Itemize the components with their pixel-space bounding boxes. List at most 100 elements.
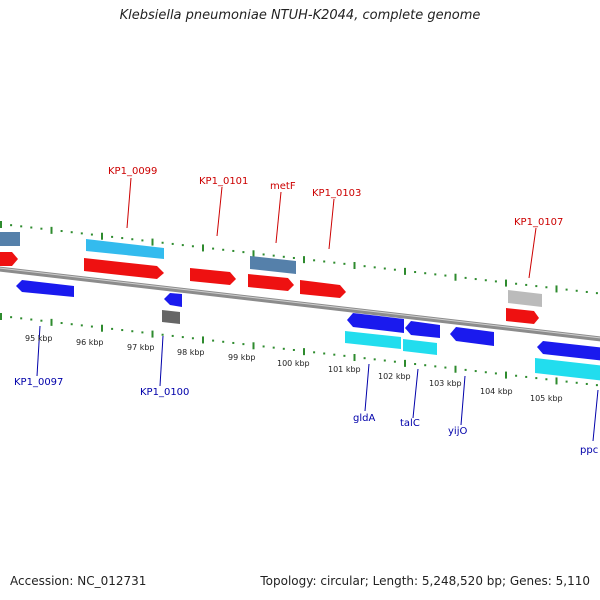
minor-tick — [595, 292, 598, 295]
minor-tick — [535, 285, 538, 288]
minor-tick — [20, 225, 23, 228]
feature-blue-kp1-0097[interactable] — [16, 280, 74, 297]
minor-tick — [60, 322, 63, 325]
gene-label-kp1-0107[interactable]: KP1_0107 — [514, 217, 563, 228]
minor-tick — [292, 256, 295, 259]
feature-red-kp1-0101[interactable] — [190, 268, 236, 285]
scale-label: 101 kbp — [328, 365, 361, 374]
minor-tick — [515, 282, 518, 285]
major-tick — [101, 232, 103, 240]
gene-label-kp1-0099[interactable]: KP1_0099 — [108, 166, 157, 177]
minor-tick — [232, 341, 235, 344]
minor-tick — [292, 348, 295, 351]
scale-label: 98 kbp — [177, 348, 205, 357]
minor-tick — [414, 363, 417, 366]
feature-steel-metf[interactable] — [250, 256, 296, 274]
minor-tick — [313, 351, 316, 354]
feature-red-left[interactable] — [0, 252, 18, 266]
minor-tick — [373, 358, 376, 361]
minor-tick — [313, 259, 316, 262]
feature-red-metf[interactable] — [248, 274, 294, 291]
gene-label-talc[interactable]: talC — [400, 418, 420, 429]
minor-tick — [474, 278, 477, 281]
feature-red-kp1-0103[interactable] — [300, 280, 346, 298]
minor-tick — [323, 260, 326, 263]
feature-light-blue-kp1-0099[interactable] — [86, 239, 164, 259]
reverse-label-leaders — [36, 325, 599, 442]
scale-label: 103 kbp — [429, 379, 462, 388]
major-tick — [151, 330, 154, 338]
minor-tick — [444, 366, 447, 369]
feature-blue-talc[interactable] — [405, 321, 440, 338]
gene-label-kp1-0103[interactable]: KP1_0103 — [312, 188, 361, 199]
scale-label: 96 kbp — [76, 338, 104, 347]
minor-tick — [131, 238, 134, 241]
minor-tick — [383, 267, 386, 270]
topology-summary: Topology: circular; Length: 5,248,520 bp… — [260, 574, 590, 588]
minor-tick — [333, 353, 336, 356]
accession-text: Accession: NC_012731 — [10, 574, 147, 588]
minor-tick — [424, 272, 427, 275]
minor-tick — [333, 261, 336, 264]
gene-label-glda[interactable]: gldA — [353, 413, 375, 424]
gene-label-kp1-0100[interactable]: KP1_0100 — [140, 387, 189, 398]
feature-blue-kp1-0100[interactable] — [164, 293, 182, 307]
gene-label-metf[interactable]: metF — [270, 181, 296, 192]
gene-label-kp1-0097[interactable]: KP1_0097 — [14, 377, 63, 388]
minor-tick — [545, 378, 548, 381]
feature-cyan-glda[interactable] — [345, 331, 401, 349]
feature-blue-glda[interactable] — [347, 313, 404, 333]
minor-tick — [181, 244, 184, 247]
minor-tick — [20, 317, 23, 320]
feature-cyan-ppc[interactable] — [535, 358, 600, 381]
feature-red-kp1-0099[interactable] — [84, 258, 164, 279]
minor-tick — [383, 359, 386, 362]
minor-tick — [525, 375, 528, 378]
major-tick — [404, 359, 406, 367]
minor-tick — [494, 372, 497, 375]
genome-backbone — [0, 266, 600, 342]
scale-label: 99 kbp — [228, 353, 256, 362]
minor-tick — [242, 251, 245, 254]
minor-tick — [10, 316, 13, 319]
minor-tick — [80, 324, 83, 327]
minor-tick — [323, 352, 326, 355]
gene-label-ppc[interactable]: ppc — [580, 445, 598, 456]
minor-tick — [232, 249, 235, 252]
minor-tick — [363, 357, 366, 360]
major-tick — [252, 250, 255, 258]
feature-red-kp1-0107[interactable] — [506, 308, 539, 324]
major-tick — [505, 279, 507, 287]
feature-gray-kp1-0100[interactable] — [162, 310, 180, 324]
major-tick — [454, 365, 457, 373]
minor-tick — [414, 271, 417, 274]
minor-tick — [131, 330, 134, 333]
minor-tick — [171, 242, 174, 245]
minor-tick — [90, 325, 93, 328]
minor-tick — [434, 365, 437, 368]
minor-tick — [272, 346, 275, 349]
major-tick — [353, 262, 356, 270]
feature-steel-left[interactable] — [0, 232, 20, 246]
feature-cyan-talc[interactable] — [403, 339, 437, 355]
minor-tick — [262, 253, 265, 256]
minor-tick — [141, 239, 144, 242]
feature-blue-yijo[interactable] — [450, 327, 494, 346]
lower-tick-track — [0, 313, 598, 387]
major-tick — [353, 354, 356, 362]
feature-blue-ppc[interactable] — [537, 341, 600, 361]
minor-tick — [70, 323, 73, 326]
scale-label: 104 kbp — [480, 387, 513, 396]
minor-tick — [181, 336, 184, 339]
minor-tick — [222, 340, 225, 343]
minor-tick — [212, 339, 215, 342]
genome-backbone-highlight — [0, 267, 600, 339]
minor-tick — [585, 290, 588, 293]
gene-label-yijo[interactable]: yijO — [448, 426, 467, 437]
gene-label-kp1-0101[interactable]: KP1_0101 — [199, 176, 248, 187]
minor-tick — [171, 334, 174, 337]
minor-tick — [121, 237, 124, 240]
feature-light-gray-kp1-0107[interactable] — [508, 290, 542, 307]
minor-tick — [161, 333, 164, 336]
